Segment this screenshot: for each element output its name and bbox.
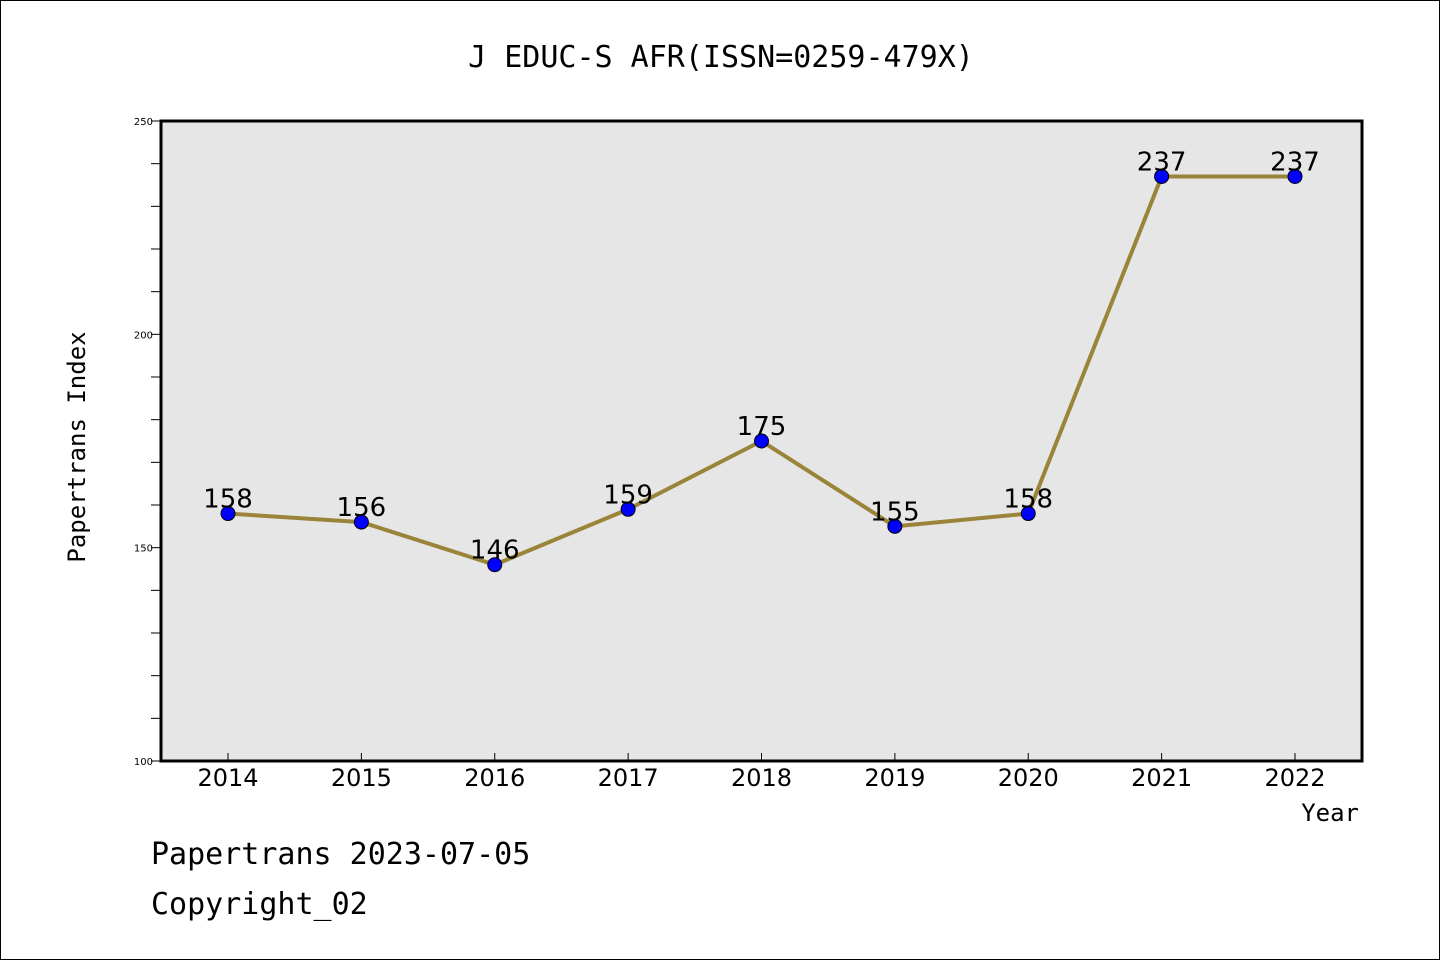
data-point <box>487 557 503 573</box>
data-point <box>620 501 636 517</box>
data-point <box>1154 168 1170 184</box>
x-tick-label: 2018 <box>731 764 792 792</box>
plot-border <box>159 119 1364 763</box>
x-axis-ticks: 2014 2015 2016 2017 2018 2019 2020 2021 2022 <box>197 753 1326 792</box>
data-label: 237 <box>1270 147 1320 177</box>
y-tick-label: 200 <box>134 330 153 341</box>
series-markers <box>220 168 1303 573</box>
footer-date: Papertrans 2023-07-05 <box>151 837 531 872</box>
data-label: 146 <box>470 536 520 566</box>
chart-title: J EDUC-S AFR(ISSN=0259-479X) <box>468 40 974 75</box>
y-tick-label: 100 <box>134 757 153 768</box>
x-tick-label: 2015 <box>331 764 392 792</box>
data-point <box>1287 168 1303 184</box>
x-tick-label: 2019 <box>864 764 925 792</box>
data-label: 156 <box>337 493 387 523</box>
x-tick-label: 2017 <box>598 764 659 792</box>
x-tick-label: 2014 <box>197 764 258 792</box>
data-label: 175 <box>737 412 787 442</box>
footer-copyright: Copyright_02 <box>151 887 368 922</box>
data-label: 155 <box>870 497 920 527</box>
y-tick-label: 250 <box>134 117 153 128</box>
data-point <box>220 506 236 522</box>
y-axis-ticks: 100 150 200 250 <box>134 117 161 768</box>
data-point <box>1020 506 1036 522</box>
x-tick-label: 2022 <box>1264 764 1325 792</box>
data-label: 237 <box>1137 147 1187 177</box>
data-labels: 158 156 146 159 175 155 158 237 237 <box>203 147 1320 565</box>
y-axis-label: Papertrans Index <box>63 331 91 562</box>
y-tick-label: 150 <box>134 544 153 555</box>
x-tick-label: 2021 <box>1131 764 1192 792</box>
data-point <box>353 514 369 530</box>
data-label: 158 <box>203 485 253 515</box>
x-axis-label: Year <box>1301 799 1359 827</box>
x-tick-label: 2020 <box>998 764 1059 792</box>
data-point <box>887 518 903 534</box>
x-tick-label: 2016 <box>464 764 525 792</box>
data-label: 159 <box>603 480 653 510</box>
data-point <box>754 433 769 449</box>
data-label: 158 <box>1003 485 1053 515</box>
